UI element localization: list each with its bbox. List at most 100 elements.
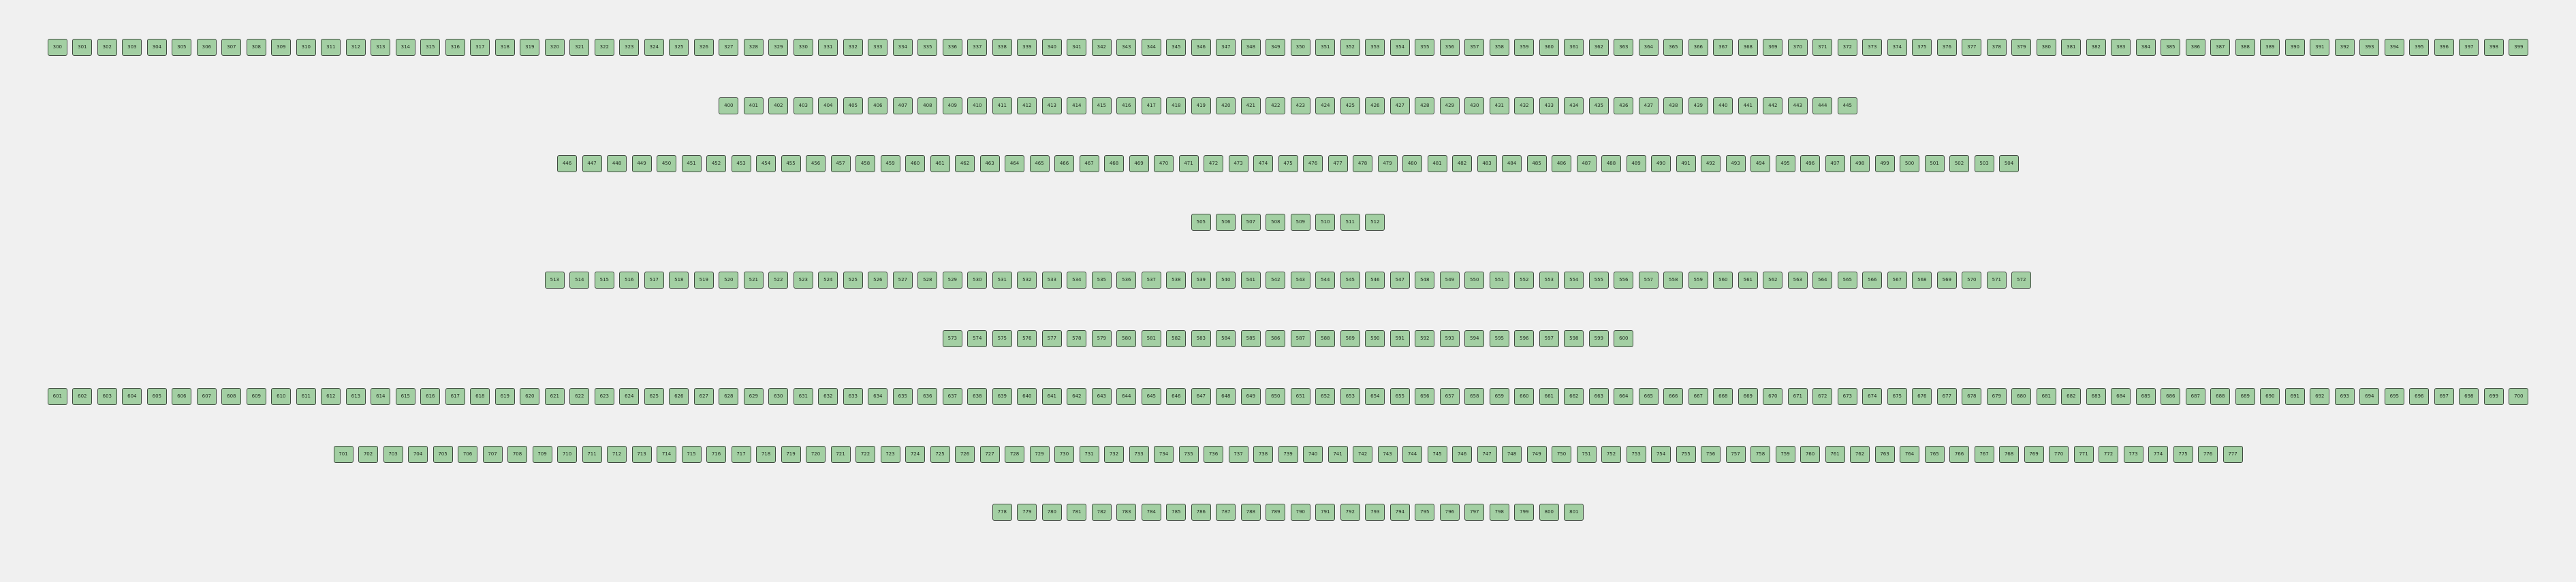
node-655: 655 (1389, 388, 1410, 405)
node-522: 522 (768, 272, 789, 289)
node-572: 572 (2011, 272, 2032, 289)
node-767: 767 (1974, 446, 1994, 463)
node-632: 632 (818, 388, 838, 405)
node-449: 449 (631, 155, 652, 172)
node-380: 380 (2036, 39, 2056, 56)
node-550: 550 (1464, 272, 1485, 289)
node-535: 535 (1091, 272, 1112, 289)
node-304: 304 (146, 39, 167, 56)
node-303: 303 (122, 39, 142, 56)
node-478: 478 (1353, 155, 1372, 172)
node-484: 484 (1502, 155, 1522, 172)
node-764: 764 (1900, 446, 1919, 463)
node-650: 650 (1266, 388, 1286, 405)
node-370: 370 (1787, 39, 1808, 56)
node-378: 378 (1986, 39, 2007, 56)
node-606: 606 (172, 388, 192, 405)
node-521: 521 (743, 272, 764, 289)
node-506: 506 (1216, 214, 1236, 231)
node-624: 624 (619, 388, 640, 405)
node-491: 491 (1676, 155, 1696, 172)
node-754: 754 (1651, 446, 1671, 463)
node-719: 719 (781, 446, 801, 463)
node-369: 369 (1763, 39, 1783, 56)
node-757: 757 (1725, 446, 1746, 463)
node-778: 778 (992, 504, 1012, 521)
node-364: 364 (1638, 39, 1659, 56)
node-488: 488 (1601, 155, 1621, 172)
node-346: 346 (1191, 39, 1211, 56)
node-690: 690 (2260, 388, 2280, 405)
node-386: 386 (2185, 39, 2205, 56)
node-574: 574 (967, 330, 988, 347)
node-497: 497 (1825, 155, 1845, 172)
node-485: 485 (1526, 155, 1547, 172)
node-662: 662 (1564, 388, 1584, 405)
node-361: 361 (1564, 39, 1584, 56)
node-651: 651 (1290, 388, 1310, 405)
node-609: 609 (246, 388, 266, 405)
node-482: 482 (1452, 155, 1472, 172)
node-575: 575 (992, 330, 1012, 347)
node-554: 554 (1564, 272, 1584, 289)
node-701: 701 (333, 446, 354, 463)
node-756: 756 (1701, 446, 1721, 463)
node-602: 602 (72, 388, 93, 405)
node-375: 375 (1912, 39, 1932, 56)
node-337: 337 (967, 39, 988, 56)
node-733: 733 (1129, 446, 1149, 463)
node-374: 374 (1887, 39, 1907, 56)
node-495: 495 (1775, 155, 1795, 172)
node-525: 525 (843, 272, 863, 289)
node-580: 580 (1116, 330, 1137, 347)
node-680: 680 (2011, 388, 2032, 405)
node-519: 519 (693, 272, 714, 289)
node-330: 330 (793, 39, 813, 56)
node-490: 490 (1651, 155, 1671, 172)
node-470: 470 (1154, 155, 1174, 172)
node-759: 759 (1775, 446, 1795, 463)
node-647: 647 (1191, 388, 1211, 405)
node-689: 689 (2235, 388, 2255, 405)
node-321: 321 (569, 39, 590, 56)
node-556: 556 (1614, 272, 1634, 289)
node-688: 688 (2210, 388, 2231, 405)
node-608: 608 (221, 388, 242, 405)
node-362: 362 (1588, 39, 1609, 56)
node-748: 748 (1502, 446, 1522, 463)
node-712: 712 (607, 446, 627, 463)
node-769: 769 (2024, 446, 2044, 463)
node-617: 617 (445, 388, 465, 405)
node-528: 528 (917, 272, 938, 289)
node-555: 555 (1588, 272, 1609, 289)
node-595: 595 (1489, 330, 1509, 347)
node-547: 547 (1389, 272, 1410, 289)
node-675: 675 (1887, 388, 1907, 405)
node-694: 694 (2359, 388, 2380, 405)
node-427: 427 (1389, 97, 1410, 114)
node-541: 541 (1240, 272, 1261, 289)
node-571: 571 (1986, 272, 2007, 289)
node-788: 788 (1240, 504, 1261, 521)
node-562: 562 (1763, 272, 1783, 289)
node-407: 407 (892, 97, 913, 114)
node-318: 318 (494, 39, 515, 56)
node-789: 789 (1266, 504, 1286, 521)
node-468: 468 (1104, 155, 1124, 172)
node-621: 621 (544, 388, 565, 405)
node-516: 516 (619, 272, 640, 289)
node-417: 417 (1141, 97, 1161, 114)
node-438: 438 (1663, 97, 1684, 114)
node-706: 706 (458, 446, 477, 463)
node-530: 530 (967, 272, 988, 289)
node-636: 636 (917, 388, 938, 405)
node-786: 786 (1191, 504, 1211, 521)
node-693: 693 (2334, 388, 2355, 405)
node-439: 439 (1688, 97, 1708, 114)
node-598: 598 (1564, 330, 1584, 347)
node-569: 569 (1936, 272, 1957, 289)
node-796: 796 (1439, 504, 1460, 521)
node-670: 670 (1763, 388, 1783, 405)
node-685: 685 (2135, 388, 2156, 405)
node-462: 462 (955, 155, 975, 172)
